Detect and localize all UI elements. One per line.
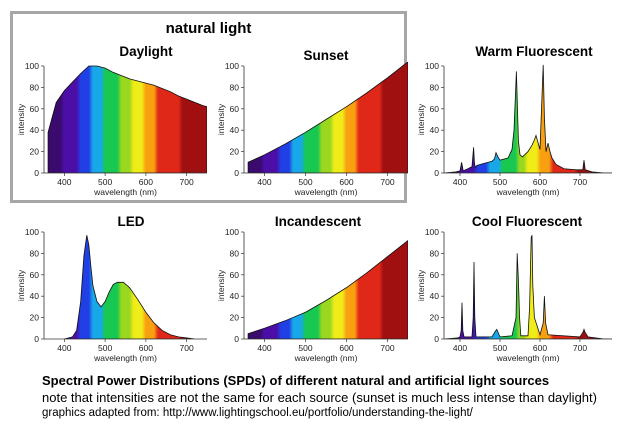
- incandescent-y-tick-label: 0: [234, 334, 239, 344]
- warm-fluorescent-y-axis-label: intensity: [416, 103, 426, 135]
- daylight-spectrum-area: [47, 65, 207, 173]
- incandescent-y-tick-label: 40: [230, 291, 240, 301]
- cool-fluorescent-x-tick-label: 400: [453, 343, 467, 353]
- warm-fluorescent-x-tick-label: 700: [573, 177, 587, 187]
- led-y-tick-label: 20: [30, 313, 40, 323]
- sunset-chart-title: Sunset: [303, 48, 349, 63]
- sunset-x-tick-label: 700: [380, 177, 394, 187]
- led-y-tick-label: 80: [30, 248, 40, 258]
- incandescent-y-tick-label: 20: [230, 313, 240, 323]
- incandescent-x-tick-label: 500: [298, 343, 312, 353]
- cool-fluorescent-y-tick-label: 20: [430, 313, 440, 323]
- natural-light-group-title: natural light: [165, 20, 252, 37]
- daylight-y-tick-label: 60: [30, 104, 40, 114]
- daylight-y-tick-label: 20: [30, 147, 40, 157]
- warm-fluorescent-y-tick-label: 40: [430, 125, 440, 135]
- sunset-x-tick-label: 500: [298, 177, 312, 187]
- cool-fluorescent-spd-chart: 0 20 40 60 80 100 400 500 600 700 wavelength (nm) i…: [416, 227, 612, 363]
- incandescent-x-tick-label: 600: [339, 343, 353, 353]
- caption-note: note that intensities are not the same f…: [42, 390, 597, 405]
- cool-fluorescent-x-tick-label: 600: [533, 343, 547, 353]
- daylight-x-tick-label: 600: [139, 177, 153, 187]
- sunset-x-tick-label: 400: [257, 177, 271, 187]
- daylight-y-tick-label: 100: [25, 61, 39, 71]
- led-x-tick-label: 500: [98, 343, 112, 353]
- incandescent-y-tick-label: 80: [230, 248, 240, 258]
- cool-fluorescent-x-tick-label: 700: [573, 343, 587, 353]
- cool-fluorescent-y-tick-label: 40: [430, 291, 440, 301]
- warm-fluorescent-chart-title: Warm Fluorescent: [475, 44, 593, 59]
- warm-fluorescent-x-axis-label: wavelength (nm): [496, 187, 560, 197]
- led-x-tick-label: 700: [180, 343, 194, 353]
- led-y-tick-label: 40: [30, 291, 40, 301]
- incandescent-x-tick-label: 700: [380, 343, 394, 353]
- daylight-x-tick-label: 500: [98, 177, 112, 187]
- led-spectrum-area: [64, 235, 195, 339]
- sunset-spd-chart: 0 20 40 60 80 100 400 500 600 700 wavelength (nm) i…: [216, 61, 408, 197]
- led-y-tick-label: 0: [34, 334, 39, 344]
- warm-fluorescent-x-tick-label: 500: [493, 177, 507, 187]
- warm-fluorescent-y-tick-label: 0: [434, 168, 439, 178]
- daylight-chart-title: Daylight: [119, 44, 173, 59]
- incandescent-y-axis-label: intensity: [216, 269, 226, 301]
- incandescent-y-tick-label: 60: [230, 270, 240, 280]
- led-chart-title: LED: [117, 214, 145, 229]
- cool-fluorescent-y-axis-label: intensity: [416, 269, 426, 301]
- incandescent-x-axis-label: wavelength (nm): [294, 353, 358, 363]
- daylight-y-tick-label: 40: [30, 125, 40, 135]
- daylight-y-tick-label: 80: [30, 82, 40, 92]
- sunset-y-tick-label: 40: [230, 125, 240, 135]
- warm-fluorescent-x-tick-label: 400: [453, 177, 467, 187]
- incandescent-y-tick-label: 100: [225, 227, 239, 237]
- incandescent-spectrum-area: [247, 240, 408, 339]
- sunset-x-tick-label: 600: [339, 177, 353, 187]
- daylight-x-tick-label: 700: [180, 177, 194, 187]
- daylight-x-axis-label: wavelength (nm): [93, 187, 157, 197]
- incandescent-chart-title: Incandescent: [274, 214, 362, 229]
- sunset-y-tick-label: 60: [230, 104, 240, 114]
- cool-fluorescent-chart-title: Cool Fluorescent: [471, 214, 583, 229]
- warm-fluorescent-y-tick-label: 20: [430, 147, 440, 157]
- led-x-tick-label: 600: [139, 343, 153, 353]
- sunset-x-axis-label: wavelength (nm): [294, 187, 358, 197]
- warm-fluorescent-spd-chart: 0 20 40 60 80 100 400 500 600 700 wavelength (nm) i…: [416, 61, 612, 197]
- caption-source: graphics adapted from: http://www.lighti…: [42, 407, 473, 419]
- daylight-y-tick-label: 0: [34, 168, 39, 178]
- sunset-y-tick-label: 20: [230, 147, 240, 157]
- warm-fluorescent-y-tick-label: 60: [430, 104, 440, 114]
- led-y-axis-label: intensity: [16, 269, 26, 301]
- cool-fluorescent-y-tick-label: 60: [430, 270, 440, 280]
- daylight-y-axis-label: intensity: [16, 103, 26, 135]
- sunset-y-tick-label: 100: [225, 61, 239, 71]
- sunset-spectrum-area: [247, 62, 408, 173]
- led-y-tick-label: 100: [25, 227, 39, 237]
- sunset-y-tick-label: 80: [230, 82, 240, 92]
- sunset-y-tick-label: 0: [234, 168, 239, 178]
- caption-title: Spectral Power Distributions (SPDs) of d…: [42, 373, 550, 388]
- cool-fluorescent-y-tick-label: 80: [430, 248, 440, 258]
- incandescent-spd-chart: 0 20 40 60 80 100 400 500 600 700 wavelength (nm) i…: [216, 227, 408, 363]
- daylight-spd-chart: 0 20 40 60 80 100 400 500 600 700 wavelength (nm) i…: [16, 61, 207, 197]
- warm-fluorescent-y-tick-label: 80: [430, 82, 440, 92]
- cool-fluorescent-y-tick-label: 0: [434, 334, 439, 344]
- led-x-axis-label: wavelength (nm): [93, 353, 157, 363]
- led-spd-chart: 0 20 40 60 80 100 400 500 600 700 wavelength (nm) i…: [16, 227, 207, 363]
- cool-fluorescent-spectrum-area: [444, 235, 612, 339]
- led-y-tick-label: 60: [30, 270, 40, 280]
- incandescent-x-tick-label: 400: [257, 343, 271, 353]
- warm-fluorescent-y-tick-label: 100: [425, 61, 439, 71]
- cool-fluorescent-x-tick-label: 500: [493, 343, 507, 353]
- cool-fluorescent-x-axis-label: wavelength (nm): [496, 353, 560, 363]
- cool-fluorescent-y-tick-label: 100: [425, 227, 439, 237]
- daylight-x-tick-label: 400: [57, 177, 71, 187]
- warm-fluorescent-spectrum-area: [444, 64, 612, 173]
- sunset-y-axis-label: intensity: [216, 103, 226, 135]
- warm-fluorescent-x-tick-label: 600: [533, 177, 547, 187]
- led-x-tick-label: 400: [57, 343, 71, 353]
